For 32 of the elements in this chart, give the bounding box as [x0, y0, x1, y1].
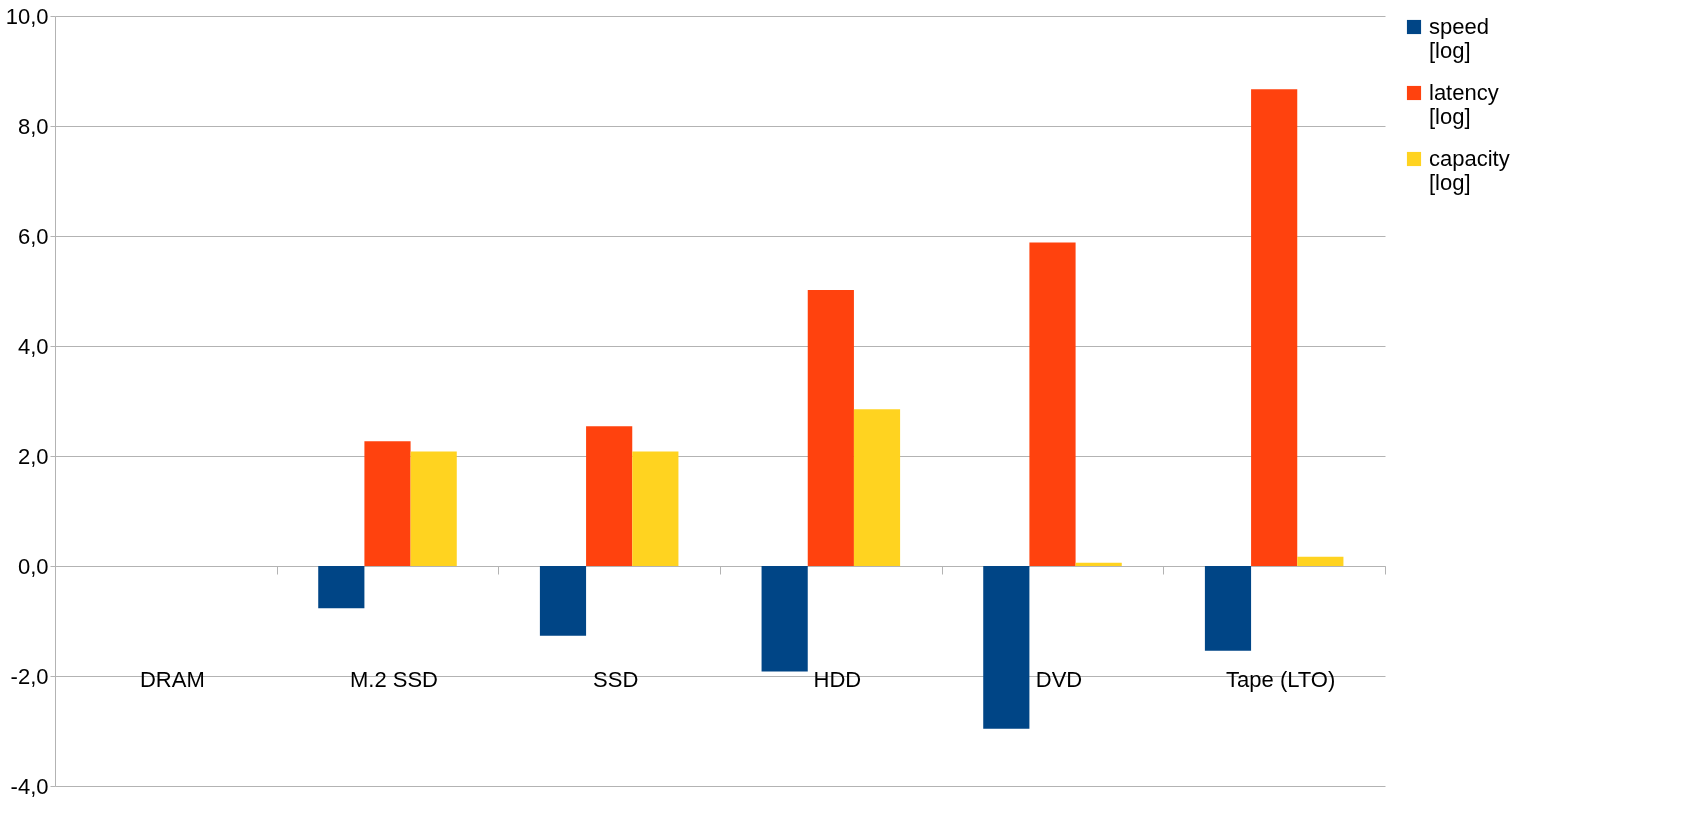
- bar: [1204, 566, 1252, 651]
- bar: [539, 566, 587, 636]
- bar: [807, 289, 854, 566]
- y-tick-label: 4,0: [17, 333, 49, 359]
- legend-label: speed [log]: [1429, 14, 1489, 63]
- y-tick-label: -4,0: [10, 773, 49, 799]
- y-tick-label: 0,0: [17, 553, 49, 579]
- bar: [761, 566, 808, 672]
- bar: [410, 451, 457, 566]
- bar: [586, 426, 633, 566]
- bar: [1251, 89, 1298, 566]
- bar: [983, 566, 1030, 729]
- x-tick-label: HDD: [813, 666, 862, 692]
- y-tick-label: 6,0: [17, 223, 49, 249]
- y-tick-label: -2,0: [10, 663, 49, 689]
- bar: [632, 451, 679, 566]
- x-tick-label: M.2 SSD: [349, 666, 439, 692]
- bar: [318, 566, 365, 609]
- bar: [853, 409, 901, 566]
- bar: [364, 441, 411, 566]
- legend-label: latency [log]: [1429, 80, 1499, 129]
- legend-label: capacity [log]: [1429, 146, 1510, 195]
- bar: [1297, 556, 1344, 566]
- y-tick-label: 2,0: [17, 443, 49, 469]
- x-tick-label: SSD: [593, 666, 639, 692]
- x-tick-label: DVD: [1035, 666, 1083, 692]
- y-tick-label: 10,0: [5, 3, 49, 29]
- y-tick-label: 8,0: [17, 113, 49, 139]
- x-tick-label: Tape (LTO): [1226, 666, 1336, 692]
- bar: [1075, 562, 1122, 566]
- bar: [1029, 242, 1076, 566]
- x-tick-label: DRAM: [139, 666, 205, 692]
